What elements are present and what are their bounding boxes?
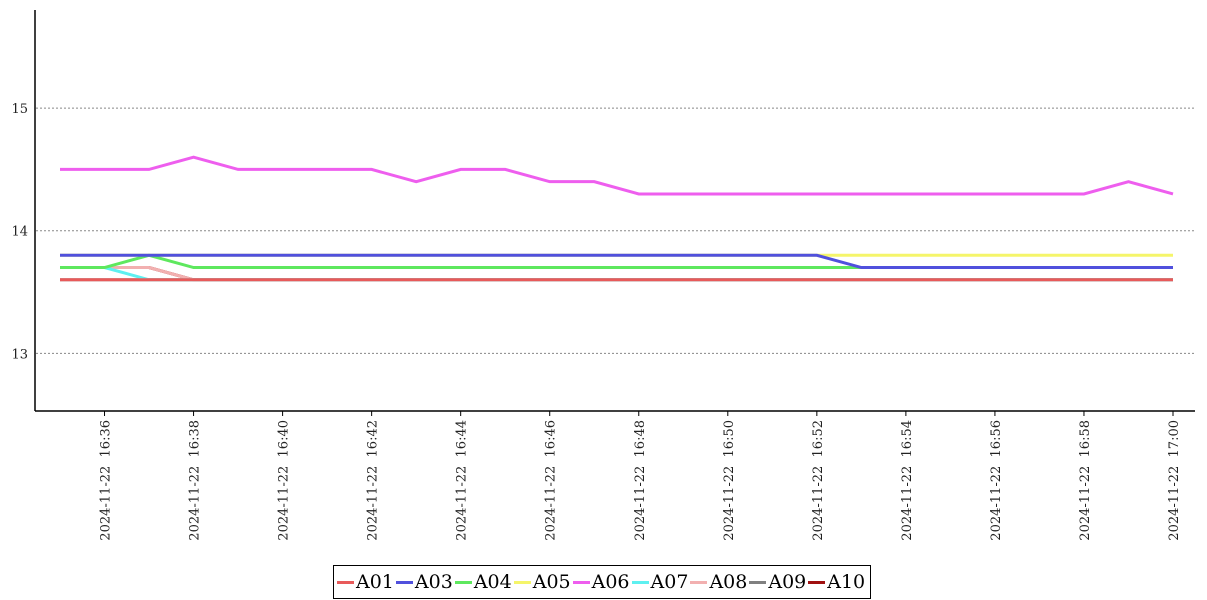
- x-tick-label: 2024-11-22 16:40: [277, 420, 292, 541]
- series-line: [60, 266, 1173, 282]
- x-tick-label: 2024-11-22 16:58: [1078, 420, 1093, 541]
- x-tick-label: 2024-11-22 16:54: [900, 420, 915, 541]
- legend-swatch: [749, 580, 767, 584]
- legend-item: A09: [749, 571, 806, 593]
- legend-label: A04: [473, 571, 512, 593]
- legend-item: A05: [513, 571, 571, 593]
- legend-label: A08: [709, 571, 748, 593]
- x-tick-label: 2024-11-22 17:00: [1167, 420, 1182, 541]
- legend-item: A03: [395, 571, 453, 593]
- legend: A01 A03 A04 A05 A06 A07 A08 A09 A10: [333, 565, 872, 599]
- legend-label: A05: [532, 571, 571, 593]
- y-tick-label: 13: [11, 347, 28, 362]
- legend-item: A04: [454, 571, 512, 593]
- y-tick-label: 15: [11, 102, 28, 117]
- x-tick-label: 2024-11-22 16:52: [811, 420, 826, 541]
- legend-swatch: [337, 580, 354, 584]
- series-line: [60, 266, 1173, 282]
- x-tick-label: 2024-11-22 16:46: [544, 420, 559, 541]
- legend-swatch: [808, 580, 826, 584]
- legend-swatch: [454, 580, 472, 584]
- x-tick-label: 2024-11-22 16:36: [99, 420, 114, 541]
- legend-swatch: [513, 580, 531, 584]
- legend-item: A07: [631, 571, 689, 593]
- legend-label: A07: [650, 571, 689, 593]
- legend-swatch: [631, 580, 649, 584]
- legend-item: A01: [337, 571, 394, 593]
- legend-swatch: [395, 580, 413, 584]
- y-tick-label: 14: [11, 225, 28, 240]
- legend-label: A01: [356, 571, 394, 593]
- legend-label: A06: [591, 571, 630, 593]
- legend-label: A10: [827, 571, 866, 593]
- legend-swatch: [572, 580, 590, 584]
- x-tick-label: 2024-11-22 16:44: [455, 420, 470, 541]
- legend-label: A03: [414, 571, 453, 593]
- series-line: [60, 253, 1173, 270]
- x-tick-label: 2024-11-22 16:50: [722, 420, 737, 541]
- legend-label: A09: [768, 571, 807, 593]
- series-line: [60, 266, 1173, 282]
- legend-item: A06: [572, 571, 630, 593]
- series-line: [60, 253, 1173, 270]
- legend-swatch: [690, 580, 708, 584]
- legend-item: A10: [808, 571, 865, 593]
- x-tick-label: 2024-11-22 16:42: [366, 420, 381, 541]
- x-tick-label: 2024-11-22 16:38: [188, 420, 203, 541]
- legend-item: A08: [690, 571, 747, 593]
- x-tick-label: 2024-11-22 16:56: [989, 420, 1004, 541]
- x-tick-label: 2024-11-22 16:48: [633, 420, 648, 541]
- series-line: [60, 155, 1174, 196]
